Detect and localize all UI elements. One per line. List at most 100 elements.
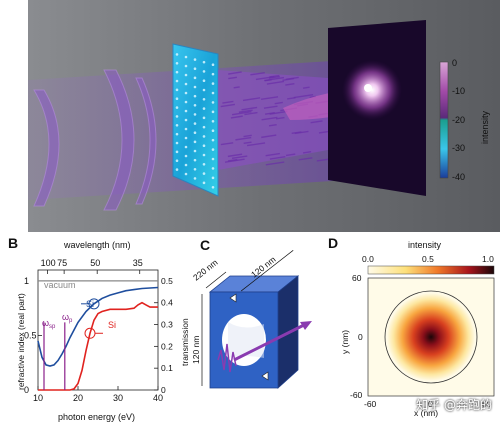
mesh-hole: [184, 118, 188, 122]
mesh-hole: [202, 153, 206, 157]
si-transmission-label: Si: [108, 320, 116, 330]
harmonic-streak: [285, 82, 295, 86]
mesh-hole: [175, 53, 179, 56]
mesh-hole: [184, 145, 188, 149]
panel-c-illustration: C 220 nm 120 nm 120 nm: [191, 237, 312, 389]
mesh-hole: [184, 127, 188, 131]
dimension-lines: [201, 250, 294, 386]
harmonic-streak: [266, 80, 285, 85]
harmonic-streak: [224, 158, 245, 163]
mesh-hole: [193, 58, 197, 61]
mesh-hole: [193, 122, 197, 125]
mesh-hole: [193, 177, 197, 180]
harmonic-streak: [241, 106, 258, 111]
aperture-outline: [384, 290, 478, 384]
mesh-hole: [211, 148, 215, 151]
panel-d: D intensity 0.0 0.5 1.0 60 0 -60 -60 0 6…: [326, 235, 500, 427]
ytick-label: 1: [24, 276, 29, 286]
harmonic-streak: [298, 157, 313, 161]
corner-marker-top: [229, 293, 237, 303]
mesh-hole: [202, 88, 206, 92]
harmonic-streak: [231, 155, 248, 159]
mesh-hole: [211, 185, 215, 189]
bottom-axis-label: photon energy (eV): [58, 412, 135, 422]
ytick-top: 60: [352, 273, 362, 283]
xtick-label: 10: [33, 393, 43, 403]
colorbar-a-tick-3: -30: [452, 143, 465, 153]
xtick-left: -60: [364, 399, 377, 409]
mesh-hole: [211, 176, 215, 180]
ytick-label: 0.5: [24, 330, 37, 340]
corner-marker-bottom: [261, 371, 269, 381]
mesh-hole: [211, 110, 215, 114]
xtick-mid: 0: [428, 399, 433, 409]
panel-c: C 220 nm 120 nm 120 nm: [188, 236, 330, 427]
harmonic-streak: [282, 77, 295, 81]
harmonic-streak: [265, 161, 285, 166]
right-axis-label: transmission: [180, 318, 190, 366]
xtick-label: 30: [113, 393, 123, 403]
harmonic-streak: [244, 111, 258, 116]
mesh-hole: [202, 79, 206, 83]
depth-dimension: 220 nm: [191, 257, 220, 282]
mesh-hole: [175, 150, 179, 154]
harmonic-streak: [261, 134, 277, 139]
mesh-hole: [202, 144, 206, 148]
harmonic-streak: [238, 109, 253, 113]
panel-d-colorbar: 0.0 0.5 1.0: [362, 254, 495, 275]
mesh-hole: [175, 159, 179, 163]
harmonic-streak: [235, 136, 252, 141]
panel-a-colorbar: 0 -10 -20 -30 -40 intensity: [439, 58, 490, 182]
harmonic-streak: [302, 151, 312, 154]
harmonic-streak: [250, 71, 265, 76]
top-tick-label: 75: [57, 258, 67, 268]
ytick-bottom: -60: [350, 390, 363, 400]
colorbar-a-title: intensity: [480, 110, 490, 144]
mesh-hole: [175, 88, 179, 92]
harmonic-streak: [255, 75, 275, 81]
harmonic-streak: [243, 134, 252, 138]
colorbar-a-tick-2: -20: [452, 115, 465, 125]
spot-center: [364, 84, 372, 92]
panel-d-label: D: [328, 236, 338, 251]
colorbar-d-tick-2: 1.0: [482, 254, 494, 264]
mesh-hole: [202, 70, 206, 73]
mesh-hole: [193, 131, 197, 135]
harmonic-streak: [227, 158, 238, 162]
colorbar-a-tick-0: 0: [452, 58, 457, 68]
panel-b-chart: B wavelength (nm) 100 75 50 35 10 20 30 40 00.…: [8, 235, 190, 422]
mesh-hole: [202, 162, 206, 166]
mesh-hole: [211, 91, 215, 95]
mesh-hole: [202, 125, 206, 129]
ytick-mid: 0: [358, 332, 363, 342]
mesh-hole: [202, 135, 206, 138]
harmonic-streak: [310, 120, 323, 124]
harmonic-streak: [222, 100, 234, 104]
harmonic-streak: [275, 116, 285, 120]
mesh-hole: [184, 100, 188, 104]
panel-a: A 0 -10 -20 -30 -40 intensity: [6, 0, 500, 232]
harmonic-streak: [220, 103, 236, 108]
mesh-hole: [184, 64, 188, 68]
xlabel-d: x (nm): [414, 408, 438, 418]
intensity-spot: [387, 293, 475, 381]
panel-b: B wavelength (nm) 100 75 50 35 10 20 30 40 0 0.…: [0, 235, 190, 427]
mesh-hole: [211, 72, 215, 76]
xtick-label: 20: [73, 393, 83, 403]
si-index-curve: [37, 286, 159, 367]
harmonic-streak: [269, 155, 286, 160]
mesh-hole: [184, 136, 188, 140]
harmonic-streak: [220, 142, 234, 146]
harmonic-streak: [242, 97, 261, 102]
beam-arrow: [217, 321, 312, 373]
mesh-hole: [202, 60, 206, 64]
mesh-hole: [202, 107, 206, 110]
panel-c-label: C: [200, 237, 210, 253]
height-dimension: 120 nm: [191, 336, 201, 364]
mesh-hole: [184, 154, 188, 158]
y2tick-label: 0.2: [161, 341, 173, 351]
colorbar-d-tick-1: 0.5: [422, 254, 434, 264]
mesh-hole: [202, 116, 206, 120]
harmonic-streak: [293, 94, 314, 99]
top-tick-label: 100: [41, 258, 56, 268]
